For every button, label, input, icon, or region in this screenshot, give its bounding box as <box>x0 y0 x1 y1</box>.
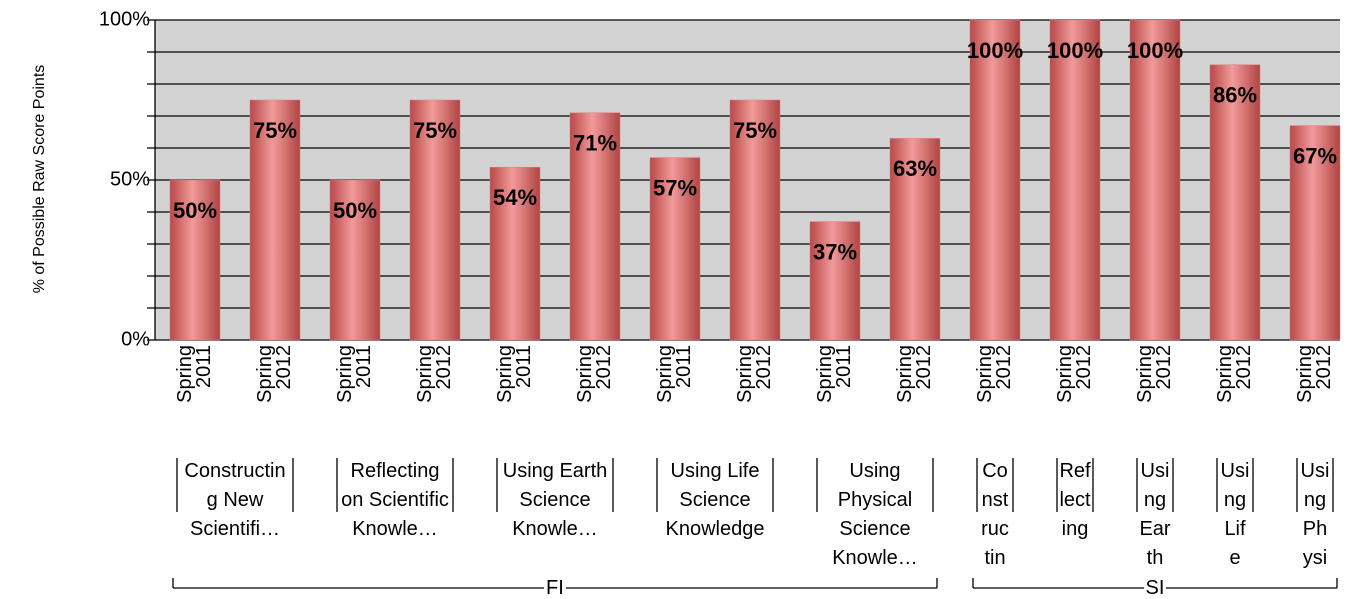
data-label: 75% <box>253 118 297 143</box>
x-tick-label: Spring 2012 <box>1054 345 1095 403</box>
bar <box>1049 19 1101 341</box>
data-label: 86% <box>1213 83 1257 108</box>
x-tick-label: Spring 2012 <box>1134 345 1175 403</box>
bar <box>489 166 541 341</box>
bar <box>729 99 781 341</box>
category-group-label: Using Life Science Knowledge <box>665 460 765 540</box>
data-label: 63% <box>893 156 937 181</box>
data-label: 67% <box>1293 143 1337 168</box>
category-group-label: Reflecting on Scientific Knowle… <box>341 460 449 540</box>
x-tick-label: Spring 2011 <box>494 345 535 403</box>
x-tick-label: Spring 2012 <box>1294 345 1335 403</box>
bar <box>969 19 1021 341</box>
y-tick-label: 100% <box>99 8 150 30</box>
y-tick-label: 0% <box>121 328 150 350</box>
y-tick-label: 50% <box>110 168 150 190</box>
y-axis-label: % of Possible Raw Score Points <box>31 64 48 294</box>
bar <box>889 138 941 341</box>
data-label: 50% <box>333 198 377 223</box>
data-label: 50% <box>173 198 217 223</box>
bar <box>1209 64 1261 341</box>
x-tick-label: Spring 2011 <box>174 345 215 403</box>
x-tick-label: Spring 2012 <box>974 345 1015 403</box>
x-tick-label: Spring 2011 <box>654 345 695 403</box>
data-label: 54% <box>493 185 537 210</box>
x-tick-label: Spring 2012 <box>574 345 615 403</box>
bar <box>249 99 301 341</box>
bar <box>569 112 621 341</box>
bar <box>1289 125 1341 341</box>
category-group-label: Using Earth Science Knowle… <box>502 460 608 540</box>
data-label: 71% <box>573 131 617 156</box>
bar <box>409 99 461 341</box>
data-label: 75% <box>413 118 457 143</box>
x-tick-label: Spring 2011 <box>814 345 855 403</box>
data-label: 100% <box>1127 38 1183 63</box>
bar <box>649 157 701 341</box>
category-group-label: Constructin <box>981 460 1009 569</box>
data-label: 100% <box>1047 38 1103 63</box>
data-label: 75% <box>733 118 777 143</box>
category-group-label: Using Earth <box>1139 460 1171 569</box>
bar <box>809 221 861 341</box>
bar <box>169 179 221 341</box>
top-group-label: SI <box>1143 577 1167 599</box>
top-group-label: FI <box>544 577 566 599</box>
x-tick-label: Spring 2011 <box>334 345 375 403</box>
category-group-label: Reflecting <box>1059 460 1091 540</box>
x-tick-label: Spring 2012 <box>894 345 935 403</box>
category-group-label: Using Life <box>1220 460 1250 569</box>
data-label: 37% <box>813 239 857 264</box>
x-tick-label: Spring 2012 <box>1214 345 1255 403</box>
data-label: 100% <box>967 38 1023 63</box>
x-tick-label: Spring 2012 <box>414 345 455 403</box>
category-group-label: Constructing New Scientifi… <box>184 460 286 540</box>
category-group-label: Using Physical Science Knowle… <box>832 460 918 569</box>
category-group-label: Using Physi <box>1300 460 1330 569</box>
x-tick-label: Spring 2012 <box>254 345 295 403</box>
bar <box>1129 19 1181 341</box>
bar <box>329 179 381 341</box>
data-label: 57% <box>653 175 697 200</box>
x-tick-label: Spring 2012 <box>734 345 775 403</box>
